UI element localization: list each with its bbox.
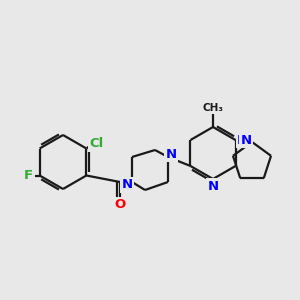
Text: F: F: [24, 169, 33, 182]
Text: Cl: Cl: [89, 137, 103, 150]
Text: N: N: [122, 178, 133, 191]
Text: CH₃: CH₃: [202, 103, 224, 113]
Text: N: N: [240, 134, 252, 146]
Text: O: O: [114, 199, 126, 212]
Text: N: N: [237, 134, 248, 146]
Text: N: N: [207, 179, 219, 193]
Text: N: N: [165, 148, 177, 160]
